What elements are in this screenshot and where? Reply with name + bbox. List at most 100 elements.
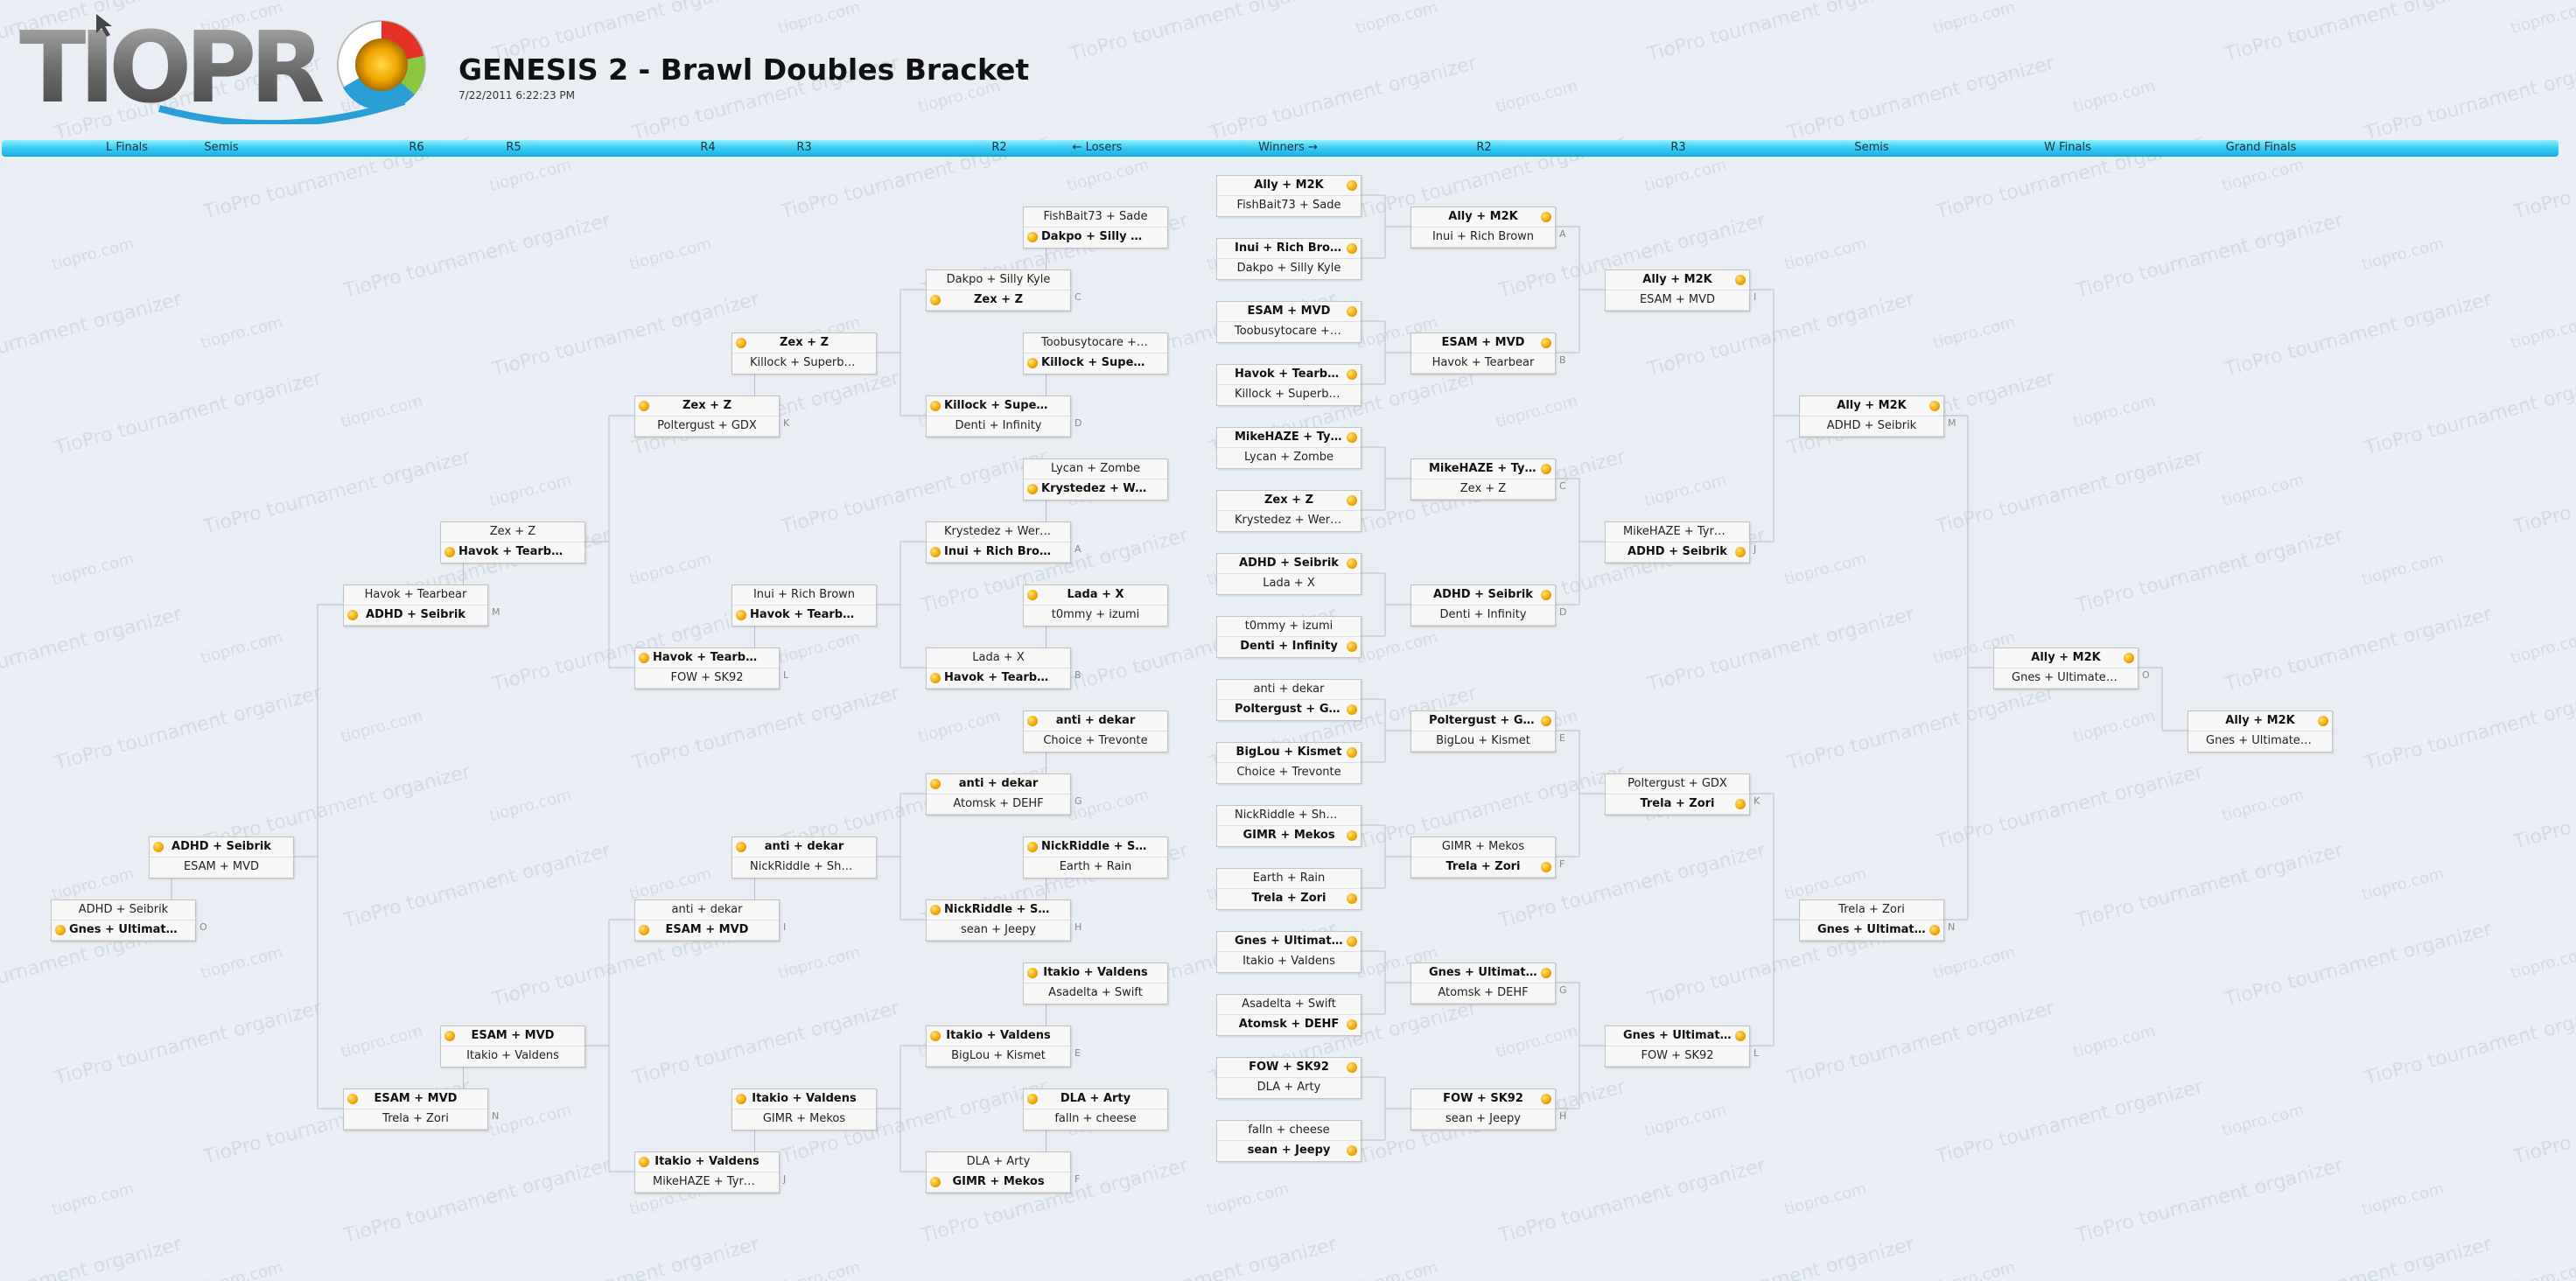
team-slot[interactable]: NickRiddle + Sh... — [927, 900, 1070, 920]
team-slot[interactable]: BigLou + Kismet — [927, 1046, 1070, 1067]
team-slot[interactable]: Killock + Superboo... — [750, 356, 869, 369]
match-box-w4[interactable]: Havok + Tearbear Killock + Superboo... — [1216, 364, 1362, 406]
team-slot[interactable]: Trela + Zori — [1411, 858, 1555, 878]
team-slot[interactable]: Havok + Tearbear — [1411, 354, 1555, 374]
team-slot[interactable]: Toobusytocare + Z... — [1235, 325, 1353, 338]
round-label[interactable]: R5 — [506, 141, 522, 154]
match-box-l4c[interactable]: anti + dekar NickRiddle + Shaky — [732, 836, 877, 878]
team-slot[interactable]: falln + cheese — [1054, 1112, 1137, 1125]
match-box-r3j[interactable]: MikeHAZE + Tyrant ADHD + Seibrik J — [1605, 522, 1756, 564]
team-slot[interactable]: Gnes + Ultimate... — [52, 920, 195, 941]
team-slot[interactable]: anti + dekar — [732, 837, 876, 858]
match-box-l2h[interactable]: DLA + Arty falln + cheese — [1023, 1088, 1168, 1130]
round-label[interactable]: W Finals — [2044, 141, 2091, 154]
match-box-l3b[interactable]: Killock + Superb... Denti + Infinity D — [926, 396, 1082, 438]
match-box-l7a[interactable]: Havok + Tearbear ADHD + Seibrik M — [343, 584, 500, 626]
team-slot[interactable]: Inui + Rich Brown — [1217, 239, 1361, 259]
match-box-r2e[interactable]: Poltergust + GDX BigLou + Kismet E — [1410, 710, 1565, 752]
match-box-l3h[interactable]: DLA + Arty GIMR + Mekos F — [926, 1152, 1080, 1194]
match-box-l3d[interactable]: Lada + X Havok + Tearbear B — [926, 648, 1082, 690]
match-box-l3g[interactable]: Itakio + Valdens BigLou + Kismet E — [926, 1026, 1081, 1068]
team-slot[interactable]: Denti + Infinity — [927, 416, 1070, 437]
team-slot[interactable]: Earth + Rain — [1217, 869, 1361, 889]
team-slot[interactable]: FOW + SK92 — [1411, 1089, 1555, 1110]
match-box-l3f[interactable]: NickRiddle + Sh... sean + Jeepy H — [926, 900, 1082, 942]
team-slot[interactable]: ADHD + Seibrik — [1800, 416, 1943, 437]
match-box-w12[interactable]: Earth + Rain Trela + Zori — [1216, 868, 1362, 910]
team-slot[interactable]: GIMR + Mekos — [762, 1112, 846, 1125]
team-slot[interactable]: t0mmy + izumi — [1217, 617, 1361, 637]
match-box-l6b[interactable]: ESAM + MVD Itakio + Valdens — [440, 1026, 585, 1068]
team-slot[interactable]: Krystedez + Wer... — [1024, 480, 1167, 499]
round-label[interactable]: Grand Finals — [2225, 141, 2297, 154]
team-slot[interactable]: Poltergust + GDX — [1217, 700, 1361, 719]
team-slot[interactable]: ESAM + MVD — [1606, 290, 1749, 311]
match-box-lf[interactable]: ADHD + Seibrik Gnes + Ultimate... O — [51, 900, 207, 942]
match-box-w6[interactable]: Zex + Z Krystedez + Weruop — [1216, 490, 1362, 532]
team-slot[interactable]: Killock + Superboo... — [1235, 388, 1354, 401]
match-box-l2b[interactable]: Toobusytocare + Z... Killock + Superbo... — [1023, 332, 1168, 374]
team-slot[interactable]: DLA + Arty — [1256, 1081, 1321, 1094]
match-box-ls[interactable]: ADHD + Seibrik ESAM + MVD — [149, 836, 294, 878]
team-slot[interactable]: DLA + Arty — [1024, 1089, 1167, 1110]
match-box-w3[interactable]: ESAM + MVD Toobusytocare + Z... — [1216, 301, 1362, 343]
match-box-r2a[interactable]: Ally + M2K Inui + Rich Brown A — [1410, 206, 1566, 248]
team-slot[interactable]: Ally + M2K — [1800, 396, 1943, 416]
team-slot[interactable]: Zex + Z — [732, 333, 876, 354]
team-slot[interactable]: Zex + Z — [1411, 480, 1555, 500]
match-box-l4d[interactable]: Itakio + Valdens GIMR + Mekos — [732, 1088, 877, 1130]
match-box-l3e[interactable]: anti + dekar Atomsk + DEHF G — [926, 774, 1082, 816]
match-box-r2b[interactable]: ESAM + MVD Havok + Tearbear B — [1410, 332, 1566, 374]
match-box-w15[interactable]: FOW + SK92 DLA + Arty — [1216, 1057, 1362, 1099]
team-slot[interactable]: Itakio + Valdens — [635, 1152, 779, 1172]
team-slot[interactable]: Gnes + Ultimate... — [1800, 920, 1943, 941]
team-slot[interactable]: Inui + Rich Brown — [927, 542, 1070, 563]
team-slot[interactable]: Poltergust + GDX — [1606, 774, 1749, 794]
match-box-r2c[interactable]: MikeHAZE + Tyr... Zex + Z C — [1410, 458, 1566, 500]
team-slot[interactable]: ADHD + Seibrik — [1411, 585, 1555, 606]
team-slot[interactable]: Asadelta + Swift — [1048, 986, 1143, 999]
match-box-w7[interactable]: ADHD + Seibrik Lada + X — [1216, 553, 1362, 595]
match-box-w9[interactable]: anti + dekar Poltergust + GDX — [1216, 679, 1362, 721]
match-box-w11[interactable]: NickRiddle + Shaky GIMR + Mekos — [1216, 805, 1362, 847]
team-slot[interactable]: Gnes + Ultimate... — [1606, 1026, 1749, 1046]
match-box-l2e[interactable]: anti + dekar Choice + Trevonte — [1023, 710, 1168, 752]
team-slot[interactable]: falln + cheese — [1217, 1121, 1361, 1141]
team-slot[interactable]: FOW + SK92 — [1606, 1046, 1749, 1067]
match-box-l2a[interactable]: FishBait73 + Sade Dakpo + Silly Kyle — [1023, 206, 1168, 248]
team-slot[interactable]: Killock + Superb... — [927, 396, 1070, 416]
team-slot[interactable]: Trela + Zori — [1217, 889, 1361, 908]
match-box-l2f[interactable]: NickRiddle + Sh... Earth + Rain — [1023, 836, 1168, 878]
match-box-l6a[interactable]: Zex + Z Havok + Tearbear — [440, 522, 585, 564]
team-slot[interactable]: Trela + Zori — [1800, 900, 1943, 920]
team-slot[interactable]: Inui + Rich Brown — [1411, 228, 1555, 248]
team-slot[interactable]: ESAM + MVD — [441, 1026, 584, 1046]
team-slot[interactable]: Ally + M2K — [2188, 711, 2332, 732]
match-box-l3c[interactable]: Krystedez + Weruop Inui + Rich Brown A — [926, 522, 1082, 564]
team-slot[interactable]: sean + Jeepy — [1217, 1141, 1361, 1160]
team-slot[interactable]: Ally + M2K — [1411, 207, 1555, 228]
team-slot[interactable]: Ally + M2K — [1994, 648, 2138, 668]
team-slot[interactable]: Denti + Infinity — [1411, 606, 1555, 626]
team-slot[interactable]: Zex + Z — [635, 396, 779, 416]
round-label[interactable]: Semis — [204, 141, 239, 154]
match-box-wsn[interactable]: Trela + Zori Gnes + Ultimate... N — [1799, 900, 1955, 942]
team-slot[interactable]: ADHD + Seibrik — [1217, 554, 1361, 574]
team-slot[interactable]: sean + Jeepy — [927, 920, 1070, 941]
team-slot[interactable]: Dakpo + Silly Kyle — [927, 270, 1070, 290]
round-label[interactable]: Semis — [1854, 141, 1889, 154]
team-slot[interactable]: anti + dekar — [927, 774, 1070, 794]
team-slot[interactable]: Ally + M2K — [1606, 270, 1749, 290]
match-box-w2[interactable]: Inui + Rich Brown Dakpo + Silly Kyle — [1216, 238, 1362, 280]
team-slot[interactable]: Choice + Trevonte — [1236, 766, 1341, 779]
team-slot[interactable]: Lycan + Zombe — [1243, 451, 1334, 464]
team-slot[interactable]: NickRiddle + Shaky — [1217, 806, 1361, 826]
team-slot[interactable]: BigLou + Kismet — [1217, 743, 1361, 763]
team-slot[interactable]: ADHD + Seibrik — [344, 606, 487, 626]
team-slot[interactable]: Poltergust + GDX — [1411, 711, 1555, 732]
round-label[interactable]: R4 — [700, 141, 716, 154]
match-box-l2g[interactable]: Itakio + Valdens Asadelta + Swift — [1023, 962, 1168, 1004]
team-slot[interactable]: Trela + Zori — [344, 1110, 487, 1130]
team-slot[interactable]: FOW + SK92 — [1217, 1058, 1361, 1078]
team-slot[interactable]: Itakio + Valdens — [466, 1049, 559, 1062]
